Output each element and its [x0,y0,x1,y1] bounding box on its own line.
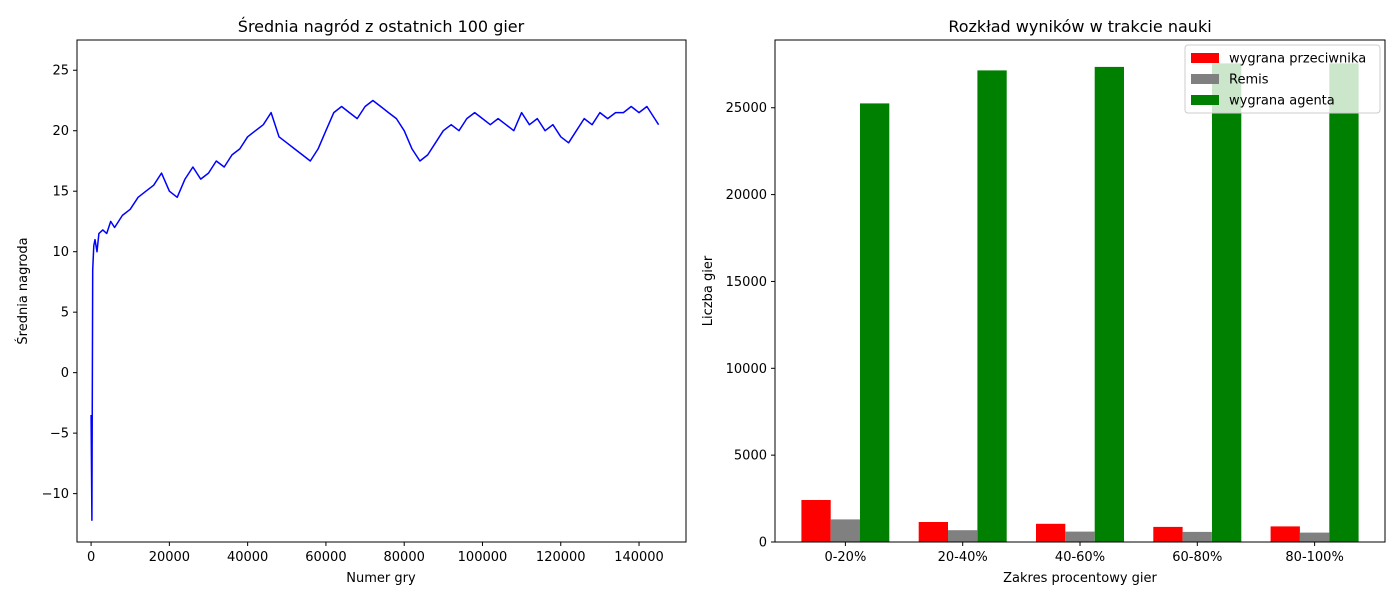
line-chart-y-label: Średnia nagroda [15,237,31,344]
bar-1-1 [948,530,978,542]
bar-chart-y-ticks: 0 5000 10000 15000 20000 25000 [726,101,775,551]
y-tick-label: 25000 [726,101,767,116]
line-chart-frame [76,39,687,543]
y-tick-label: 25 [52,64,69,79]
x-tick-label: 20000 [149,550,190,565]
x-tick-label: 40-60% [1055,550,1105,565]
bar-2-0 [860,103,890,543]
y-tick-label: 20000 [726,188,767,203]
bar-2-1 [977,70,1007,543]
bar-0-0 [801,500,831,542]
legend-label-1: Remis [1229,73,1269,88]
x-tick-label: 40000 [227,550,268,565]
bar-1-3 [1182,531,1212,542]
y-tick-label: 10 [52,245,69,260]
legend-label-0: wygrana przeciwnika [1229,52,1366,67]
bar-chart-x-ticks: 0-20% 20-40% 40-60% 60-80% 80-100% [824,542,1344,565]
x-tick-label: 60000 [305,550,346,565]
y-tick-label: 10000 [726,362,767,377]
x-tick-label: 0 [87,550,95,565]
bar-0-2 [1036,523,1066,542]
y-tick-label: 0 [61,366,69,381]
x-tick-label: 140000 [614,550,664,565]
x-tick-label: 80000 [384,550,425,565]
legend-swatch-1 [1191,74,1219,84]
legend-box [1184,44,1381,114]
x-tick-label: 100000 [458,550,508,565]
line-chart: Średnia nagród z ostatnich 100 gier 0 200… [15,17,687,586]
bar-2-3 [1212,63,1242,543]
line-chart-x-label: Numer gry [346,571,416,586]
legend-swatch-2 [1191,95,1219,105]
bar-chart-x-label: Zakres procentowy gier [1003,571,1157,586]
line-chart-title: Średnia nagród z ostatnich 100 gier [238,17,525,36]
x-tick-label: 20-40% [938,550,988,565]
x-tick-label: 80-100% [1285,550,1343,565]
y-tick-label: −10 [42,487,69,502]
bar-1-4 [1300,532,1330,542]
x-tick-label: 0-20% [824,550,866,565]
bar-1-0 [830,519,860,542]
bar-0-3 [1153,526,1183,542]
legend-label-2: wygrana agenta [1229,94,1335,109]
bar-chart-bars [801,63,1359,543]
y-tick-label: −5 [50,427,69,442]
bar-0-4 [1270,526,1300,542]
line-chart-x-ticks: 0 20000 40000 60000 80000 100000 120000 140000 [87,542,664,565]
series-line-0 [90,99,660,521]
y-tick-label: 5 [61,306,69,321]
bar-chart-title: Rozkład wyników w trakcie nauki [948,17,1211,36]
bar-1-2 [1065,531,1095,542]
y-tick-label: 20 [52,124,69,139]
bar-chart-y-label: Liczba gier [701,255,716,326]
y-tick-label: 0 [759,536,767,551]
bar-0-1 [918,522,948,542]
bar-2-2 [1094,66,1124,543]
bar-chart-legend: wygrana przeciwnika Remis wygrana agenta [1184,44,1381,114]
line-chart-y-ticks: −10 −5 0 5 10 15 20 25 [42,64,77,502]
legend-swatch-0 [1191,53,1219,63]
bar-2-4 [1329,63,1359,543]
line-chart-plot-area [90,99,660,521]
bar-chart: Rozkład wyników w trakcie nauki 0-20% 20-… [701,17,1386,586]
y-tick-label: 15 [52,185,69,200]
y-tick-label: 15000 [726,275,767,290]
x-tick-label: 120000 [536,550,586,565]
x-tick-label: 60-80% [1172,550,1222,565]
y-tick-label: 5000 [734,449,767,464]
